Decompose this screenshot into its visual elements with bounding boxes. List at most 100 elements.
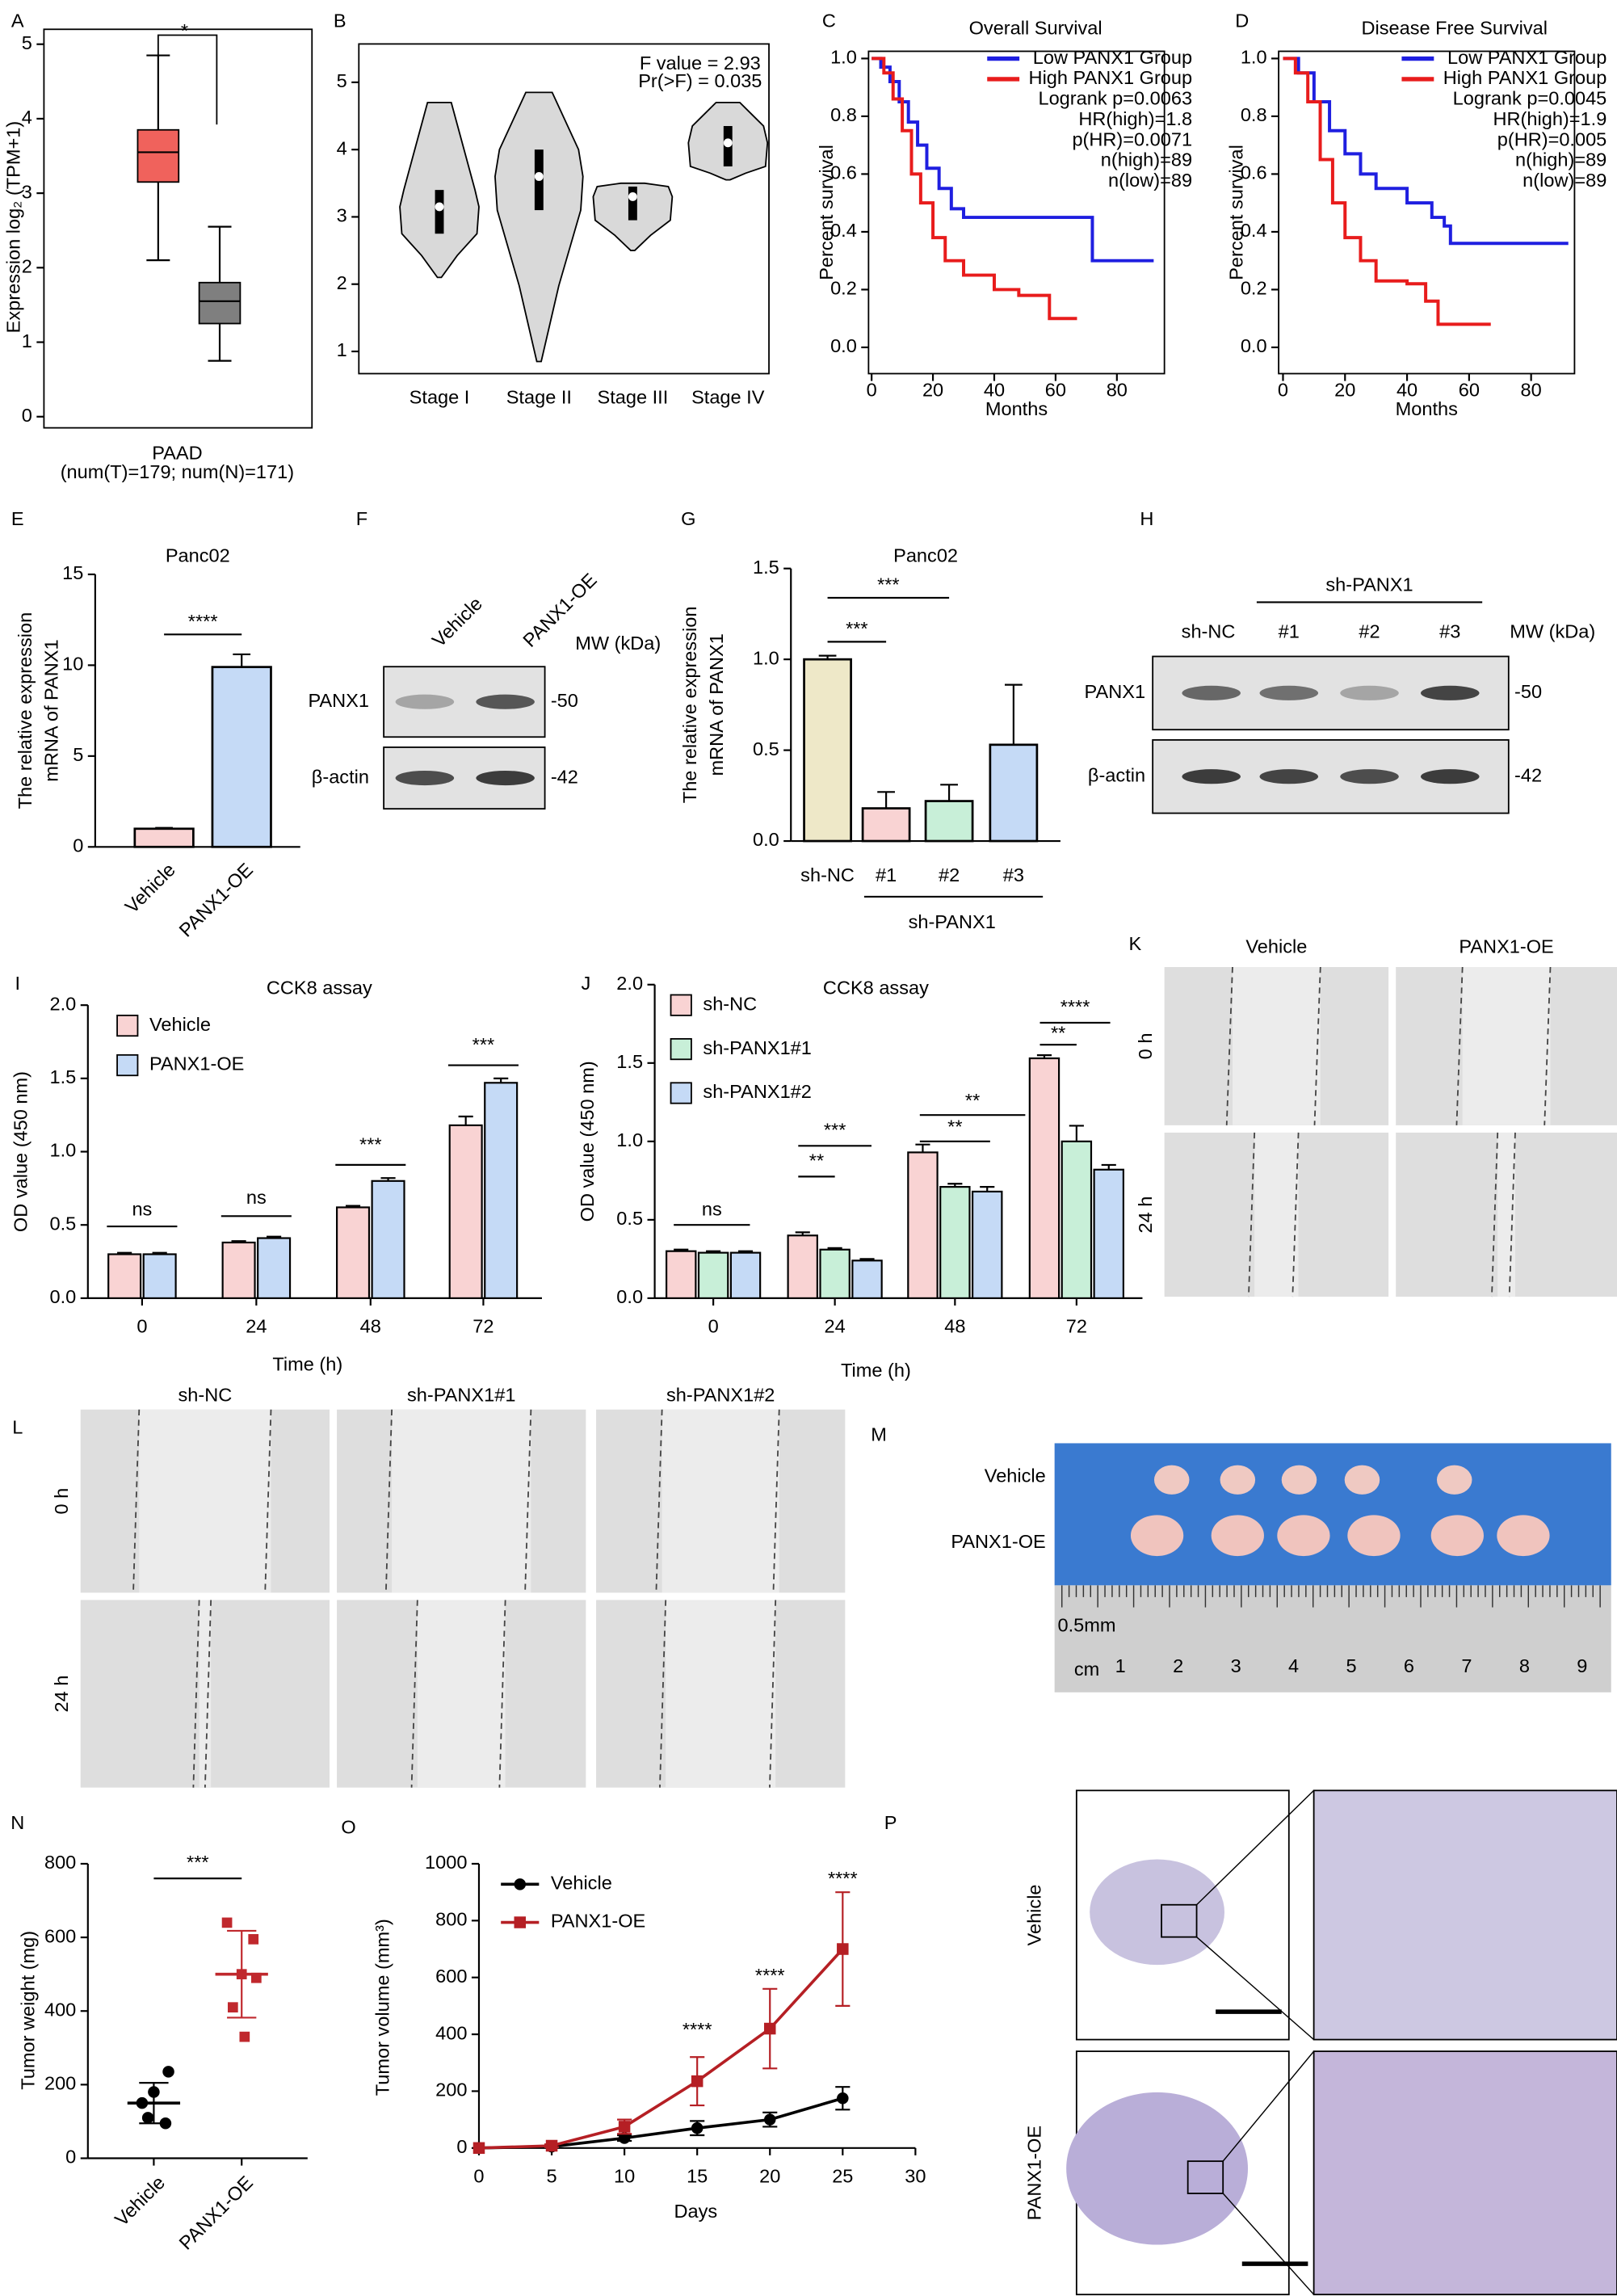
y-tick-label: 5 (22, 32, 32, 53)
blot-band (1340, 769, 1399, 784)
y-tick-label: 0 (456, 2136, 467, 2157)
x-tick-label: 0 (473, 2165, 484, 2186)
legend-label: sh-PANX1#2 (703, 1081, 811, 1102)
bar (1093, 1168, 1124, 1299)
y-axis-label: OD value (450 nm) (577, 1061, 598, 1222)
legend-swatch (116, 1014, 139, 1037)
ruler-number: 4 (1288, 1655, 1299, 1676)
y-tick-label: 800 (44, 1852, 76, 1873)
blot-band (395, 694, 455, 709)
legend-swatch (670, 994, 692, 1016)
bar (989, 743, 1039, 843)
ruler-number: 2 (1173, 1655, 1183, 1676)
column-label: PANX1-OE (1459, 936, 1553, 957)
bar (1060, 1140, 1093, 1299)
violin-median (534, 172, 544, 181)
row-label: Vehicle (1023, 1884, 1044, 1945)
y-tick-label: 3 (22, 181, 32, 202)
tissue (1090, 1859, 1225, 1966)
lane-label: sh-NC (1182, 621, 1236, 642)
x-tick-label: 48 (944, 1315, 965, 1336)
sig-annotation: ns (702, 1198, 722, 1219)
y-tick-label: 0.4 (1241, 220, 1267, 241)
group-label: sh-PANX1 (1325, 574, 1413, 595)
x-tick-label: PANX1-OE (175, 859, 257, 940)
x-tick-label: 0 (708, 1315, 719, 1336)
chart-title: CCK8 assay (823, 977, 929, 998)
y-tick-label: 1.0 (616, 1129, 643, 1150)
y-tick-label: 2.0 (50, 993, 77, 1014)
mw-label: -42 (1514, 764, 1542, 785)
wound-gap (392, 1409, 531, 1593)
bar (371, 1180, 405, 1299)
legend-swatch (670, 1037, 692, 1061)
violin-box (435, 190, 444, 234)
tissue (1066, 2092, 1249, 2245)
x-tick-label: 60 (1459, 379, 1480, 400)
x-tick-label: 24 (825, 1315, 846, 1336)
wound-gap (199, 1600, 212, 1788)
y-tick-label: 200 (44, 2073, 76, 2094)
column-label: sh-NC (178, 1385, 232, 1406)
wound-edge (410, 1600, 418, 1788)
y-tick-label: 4 (22, 107, 32, 128)
sig-annotation: ** (809, 1150, 824, 1171)
bar (851, 1259, 883, 1299)
x-tick-label: 0 (867, 379, 877, 400)
x-tick-label: 25 (832, 2165, 853, 2186)
wound-edge (769, 1600, 777, 1788)
legend-label: sh-NC (703, 993, 757, 1014)
sig-annotation: **** (1060, 996, 1090, 1017)
survival-curve (872, 57, 1077, 321)
y-tick-label: 2 (22, 256, 32, 277)
y-tick-label: 0.4 (830, 220, 857, 241)
panel-letter: K (1129, 933, 1142, 954)
x-tick-label: 0 (1278, 379, 1288, 400)
x-subtitle: (num(T)=179; num(N)=171) (61, 461, 294, 482)
zoom-line (1196, 1789, 1315, 1906)
row-label: PANX1-OE (1023, 2126, 1044, 2220)
y-tick-label: 400 (44, 1999, 76, 2020)
sig-annotation: *** (187, 1852, 209, 1873)
sig-annotation: ** (947, 1116, 962, 1137)
data-point (691, 2075, 704, 2088)
wound-edge (1491, 1132, 1499, 1297)
bar (861, 807, 911, 843)
zoom-line (1222, 2050, 1315, 2162)
sig-annotation: ** (1051, 1023, 1065, 1044)
legend-marker (514, 1878, 527, 1890)
stat-text: HR(high)=1.9 (1493, 108, 1607, 129)
bar (666, 1250, 697, 1299)
mw-label: -42 (551, 766, 578, 787)
wound-edge (1508, 1132, 1516, 1297)
x-tick-label: Vehicle (111, 2172, 169, 2230)
panel-letter: N (10, 1812, 24, 1833)
y-tick-label: 5 (73, 744, 83, 765)
box (136, 128, 180, 183)
bar (335, 1206, 371, 1299)
y-tick-label: 1.5 (753, 557, 779, 578)
column-label: Vehicle (1245, 936, 1307, 957)
violin-median (723, 138, 733, 148)
tumor (1220, 1465, 1256, 1495)
sig-annotation: *** (877, 574, 900, 595)
wound-gap (1232, 967, 1321, 1125)
bar (133, 827, 195, 848)
y-tick-label: 4 (337, 137, 347, 158)
group-label: sh-PANX1 (909, 911, 996, 932)
y-tick-label: 10 (62, 654, 83, 675)
panel-letter: A (11, 10, 24, 31)
wound-gap (139, 1409, 271, 1593)
chart-title: CCK8 assay (267, 977, 372, 998)
bar (907, 1151, 939, 1299)
panel-letter: P (884, 1812, 897, 1833)
violin-median (628, 192, 637, 201)
sig-annotation: *** (846, 618, 868, 639)
row-label: 0 h (1135, 1033, 1156, 1060)
chart-title: Disease Free Survival (1361, 17, 1547, 38)
x-tick-label: 10 (614, 2165, 635, 2186)
bar (729, 1251, 762, 1299)
y-axis-label: mRNA of PANX1 (706, 633, 727, 776)
x-tick-label: 72 (1066, 1315, 1087, 1336)
